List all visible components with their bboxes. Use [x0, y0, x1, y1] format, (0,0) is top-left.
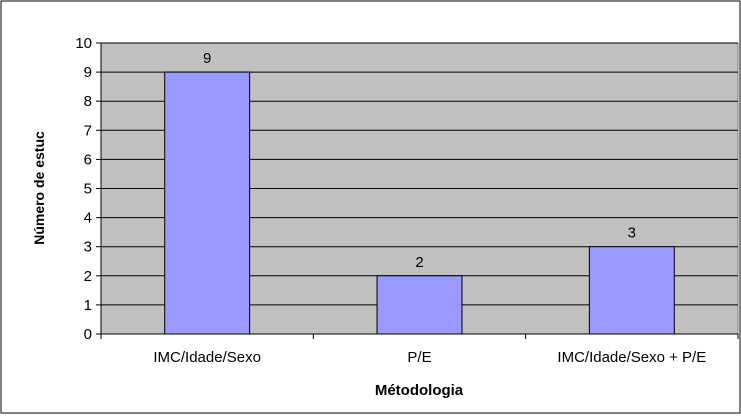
y-tick-label: 4 — [84, 210, 92, 227]
data-label: 2 — [415, 254, 423, 271]
x-axis: IMC/Idade/Sexo P/E IMC/Idade/Sexo + P/E — [100, 333, 739, 366]
y-tick-label: 7 — [84, 122, 92, 139]
data-label: 9 — [203, 50, 211, 67]
y-axis: 0 1 2 3 4 5 6 7 8 9 10 — [75, 35, 102, 343]
x-tick-label: IMC/Idade/Sexo — [153, 349, 261, 366]
bars — [164, 71, 675, 335]
y-tick-label: 0 — [84, 326, 92, 343]
x-tick-label: IMC/Idade/Sexo + P/E — [557, 349, 706, 366]
data-labels: 9 2 3 — [203, 50, 636, 271]
x-axis-title: Métodologia — [375, 382, 464, 399]
y-tick-label: 8 — [84, 93, 92, 110]
y-tick-label: 9 — [84, 64, 92, 81]
bar — [588, 246, 675, 335]
y-tick-label: 1 — [84, 297, 92, 314]
y-axis-title: Número de estuc — [31, 131, 47, 245]
bar — [376, 275, 463, 335]
bar — [164, 71, 251, 335]
y-tick-label: 6 — [84, 151, 92, 168]
y-tick-label: 5 — [84, 181, 92, 198]
y-tick-label: 2 — [84, 268, 92, 285]
y-tick-label: 3 — [84, 239, 92, 256]
y-tick-label: 10 — [75, 35, 92, 52]
data-label: 3 — [628, 225, 636, 242]
x-tick-label: P/E — [407, 349, 431, 366]
